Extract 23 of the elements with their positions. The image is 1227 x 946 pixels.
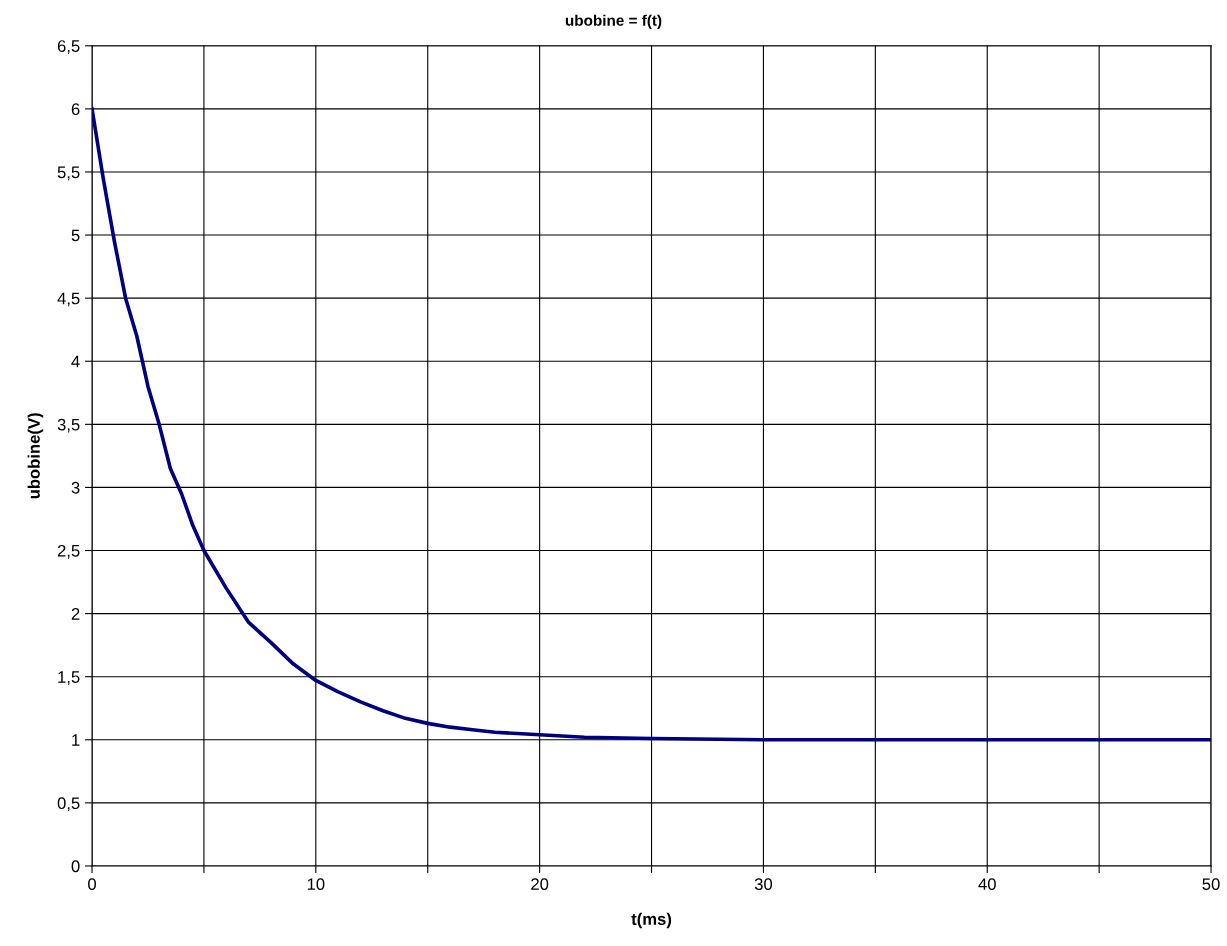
y-tick-label: 3,5 [57,418,80,433]
y-tick-label: 5,5 [57,166,80,181]
x-axis-title: t(ms) [631,912,672,929]
y-tick-label: 5 [71,229,80,242]
y-tick-label: 1,5 [58,671,80,685]
x-tick-label: 20 [531,878,549,891]
y-tick-label: 6,5 [57,40,80,54]
y-tick-label: 3 [71,481,80,494]
y-axis-title: ubobine(V) [27,413,44,499]
x-tick-label: 50 [1202,878,1220,891]
y-tick-label: 6 [71,103,80,116]
y-tick-label: 1 [72,734,80,746]
x-tick-label: 40 [978,878,996,891]
y-tick-label: 2 [71,608,80,620]
y-tick-label: 0,5 [57,797,80,812]
y-tick-label: 4,5 [57,292,80,307]
y-tick-label: 4 [71,355,80,368]
x-tick-label: 10 [307,878,325,891]
x-tick-label: 0 [88,878,97,891]
chart-title: ubobine = f(t) [565,14,662,29]
x-tick-label: 30 [754,878,773,891]
y-tick-label: 2,5 [57,544,80,559]
y-tick-label: 0 [71,860,80,873]
